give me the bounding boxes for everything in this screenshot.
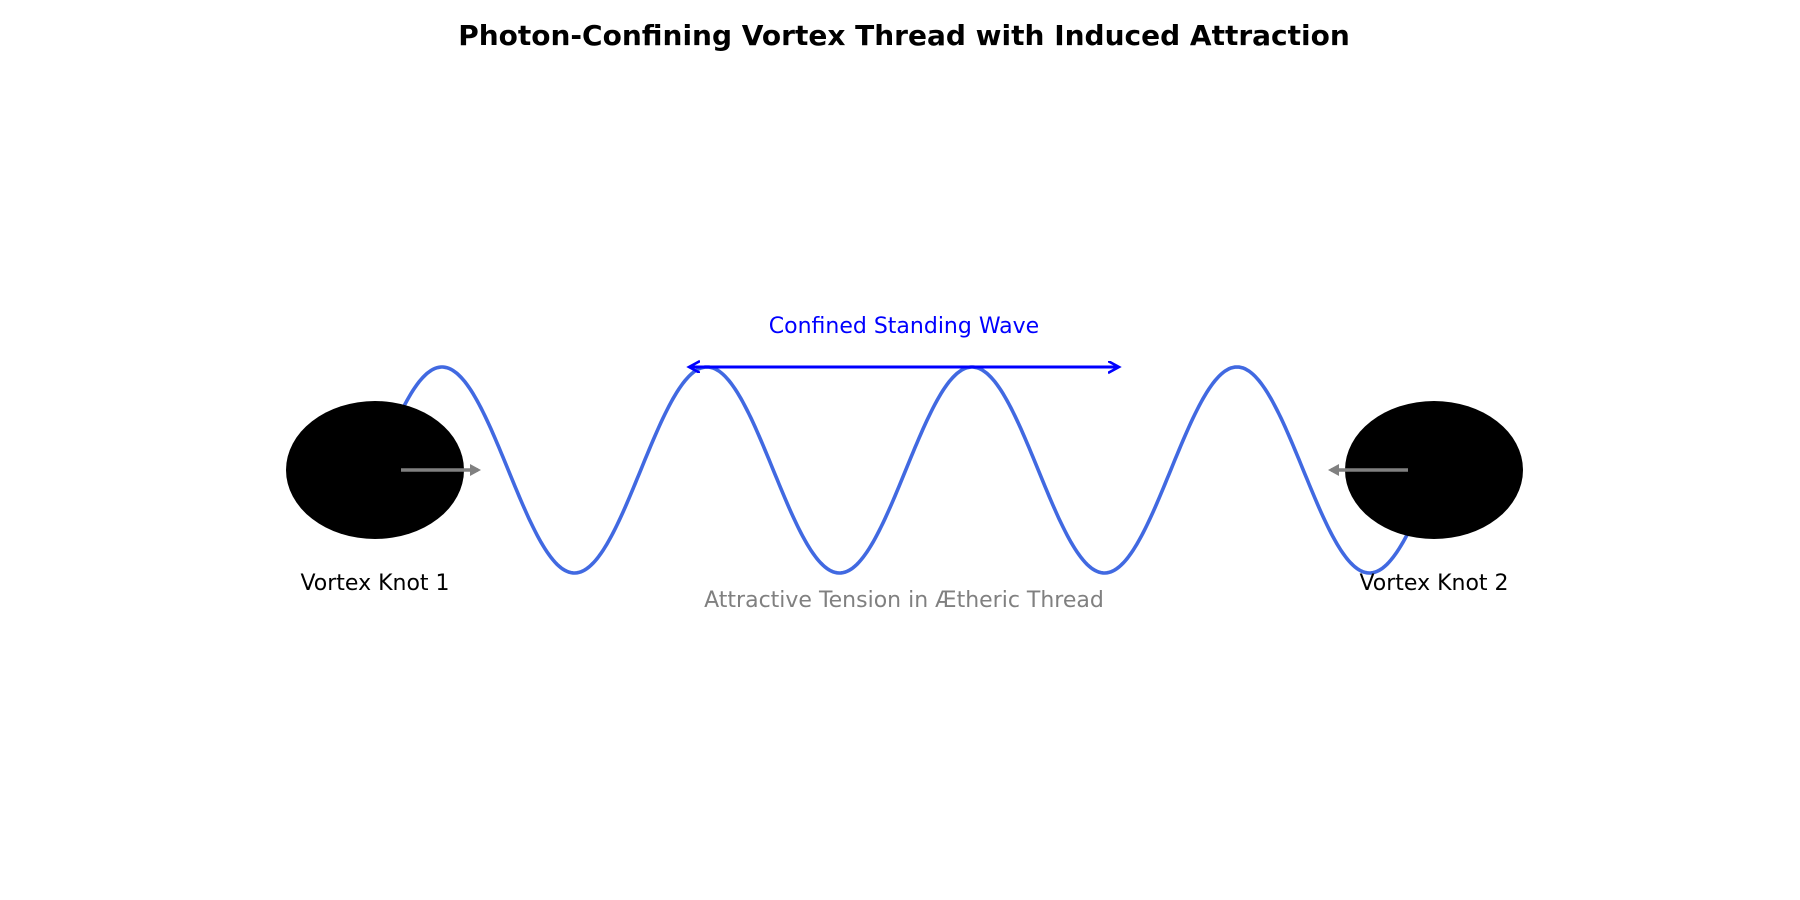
vortex-knot-2-label: Vortex Knot 2 — [1359, 571, 1508, 596]
standing-wave-label: Confined Standing Wave — [769, 314, 1039, 339]
vortex-knot-1-label: Vortex Knot 1 — [300, 571, 449, 596]
vortex-knot-1 — [286, 401, 464, 539]
vortex-knot-2 — [1345, 401, 1523, 539]
standing-wave-line — [401, 365, 1409, 575]
tension-label: Attractive Tension in Ætheric Thread — [704, 588, 1104, 613]
diagram-title: Photon-Confining Vortex Thread with Indu… — [458, 19, 1350, 52]
